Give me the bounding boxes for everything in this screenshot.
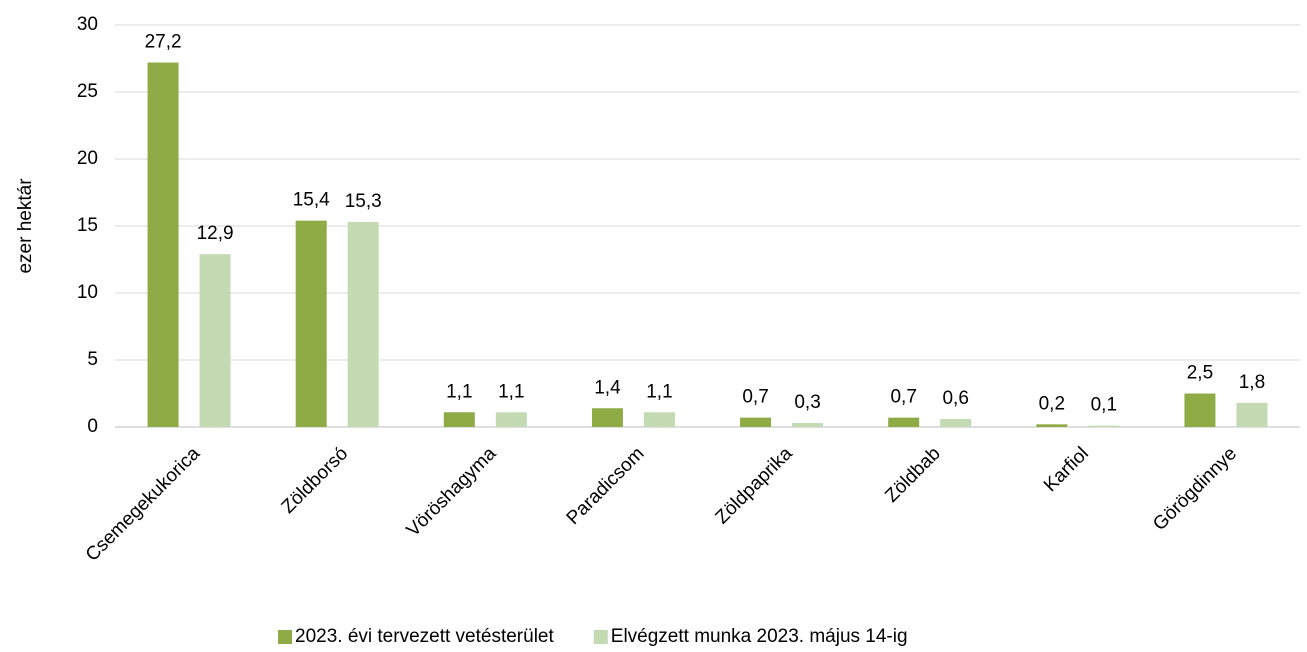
data-label: 1,1 (498, 381, 524, 402)
x-tick-label: Zöldborsó (278, 443, 353, 518)
bar (199, 254, 231, 427)
data-label: 2,5 (1187, 363, 1213, 384)
x-tick-label: Vöröshagyma (403, 443, 501, 541)
bar (1088, 425, 1120, 427)
legend-swatch (278, 630, 292, 644)
data-label: 0,1 (1091, 395, 1117, 416)
data-label: 27,2 (145, 32, 182, 53)
y-tick-label: 30 (77, 14, 98, 35)
bar (940, 418, 972, 427)
data-label: 15,3 (345, 191, 382, 212)
legend-swatch (593, 630, 608, 644)
y-tick-label: 0 (87, 416, 98, 437)
bar (1236, 402, 1268, 427)
data-label: 1,1 (646, 381, 672, 402)
data-label: 1,1 (446, 381, 472, 402)
y-axis-title: ezer hektár (15, 178, 36, 274)
x-tick-label: Zöldbab (881, 443, 944, 506)
x-tick-label: Karfiol (1040, 443, 1093, 496)
bar (495, 412, 527, 427)
bar (443, 412, 475, 427)
legend-label: Elvégzett munka 2023. május 14-ig (611, 626, 908, 647)
data-label: 1,4 (594, 377, 621, 398)
data-label: 0,6 (942, 388, 968, 409)
x-tick-label: Csemegekukorica (82, 443, 205, 566)
bar (643, 412, 675, 427)
data-label: 0,2 (1039, 393, 1065, 414)
bar (591, 408, 623, 427)
bar (792, 422, 824, 427)
y-tick-label: 15 (77, 215, 98, 236)
y-tick-label: 10 (77, 282, 98, 303)
bar (347, 221, 379, 427)
bar (295, 220, 327, 427)
data-label: 0,3 (794, 392, 820, 413)
data-label: 1,8 (1239, 372, 1265, 393)
data-label: 0,7 (890, 387, 916, 408)
legend-label: 2023. évi tervezett vetésterület (295, 626, 554, 647)
x-tick-label: Paradicsom (563, 443, 649, 529)
y-tick-label: 20 (77, 148, 98, 169)
bar (147, 62, 179, 428)
data-label: 12,9 (197, 223, 234, 244)
bar (740, 417, 772, 427)
y-tick-label: 25 (77, 81, 98, 102)
data-label: 15,4 (293, 190, 330, 211)
y-tick-label: 5 (87, 349, 98, 370)
data-label: 0,7 (742, 387, 768, 408)
bar (1036, 424, 1068, 427)
x-tick-label: Görögdinnye (1149, 443, 1241, 535)
x-tick-label: Zöldpaprika (712, 443, 797, 528)
bar (888, 417, 920, 427)
bar (1184, 393, 1216, 427)
